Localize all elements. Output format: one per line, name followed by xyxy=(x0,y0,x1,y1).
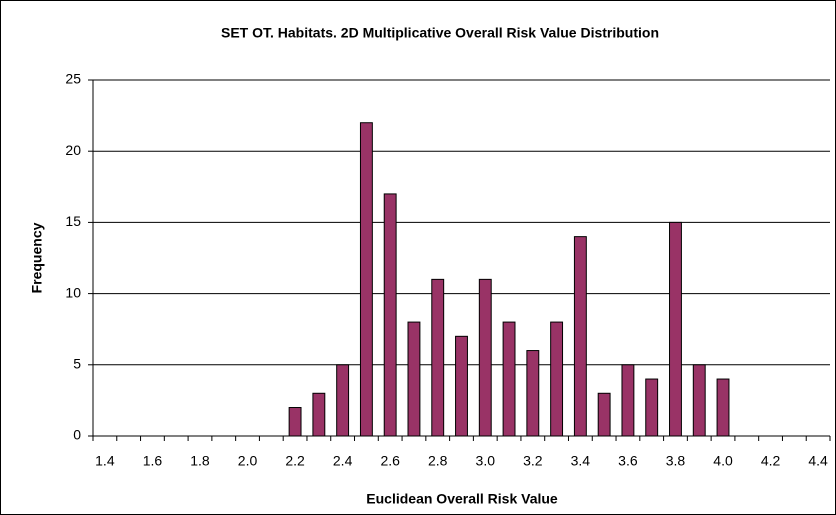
y-tick-label: 20 xyxy=(65,142,81,158)
bar xyxy=(455,335,468,437)
x-tick-label: 3.2 xyxy=(523,453,543,469)
x-tick-label: 4.4 xyxy=(808,453,828,469)
x-tick-label: 2.6 xyxy=(380,453,400,469)
x-tick-label: 3.4 xyxy=(571,453,591,469)
y-tick-label: 15 xyxy=(65,213,81,229)
chart-title: SET OT. Habitats. 2D Multiplicative Over… xyxy=(221,25,659,41)
bar xyxy=(669,221,682,437)
x-tick-label: 2.4 xyxy=(333,453,353,469)
bar xyxy=(407,321,421,437)
x-tick-label: 4.0 xyxy=(713,453,733,469)
x-tick-label: 3.0 xyxy=(476,453,496,469)
bar xyxy=(597,392,611,437)
x-tick-label: 2.2 xyxy=(285,453,305,469)
y-tick-label: 5 xyxy=(73,356,81,372)
x-tick-label: 1.4 xyxy=(95,453,115,469)
x-tick-label: 2.0 xyxy=(238,453,258,469)
x-tick-label: 1.8 xyxy=(190,453,210,469)
bar xyxy=(502,321,516,437)
y-tick-label: 0 xyxy=(73,427,81,443)
bar xyxy=(645,378,659,437)
bar xyxy=(692,364,706,437)
bar xyxy=(550,321,564,437)
bar xyxy=(359,122,373,437)
bar xyxy=(288,407,302,437)
x-tick-label: 1.6 xyxy=(143,453,163,469)
bar xyxy=(478,278,492,437)
x-tick-label: 3.8 xyxy=(666,453,686,469)
bar xyxy=(716,378,730,437)
y-tick-label: 10 xyxy=(65,284,81,300)
x-axis-title: Euclidean Overall Risk Value xyxy=(366,491,558,507)
bar xyxy=(312,392,326,437)
bar xyxy=(336,364,350,437)
bar xyxy=(383,193,397,437)
bar xyxy=(526,350,540,437)
x-tick-label: 2.8 xyxy=(428,453,448,469)
x-tick-label: 4.2 xyxy=(761,453,781,469)
x-tick-label: 3.6 xyxy=(618,453,638,469)
y-tick-label: 25 xyxy=(65,71,81,87)
bar xyxy=(431,278,445,437)
y-axis-title: Frequency xyxy=(29,222,45,293)
bar xyxy=(621,364,635,437)
bar xyxy=(573,236,587,437)
